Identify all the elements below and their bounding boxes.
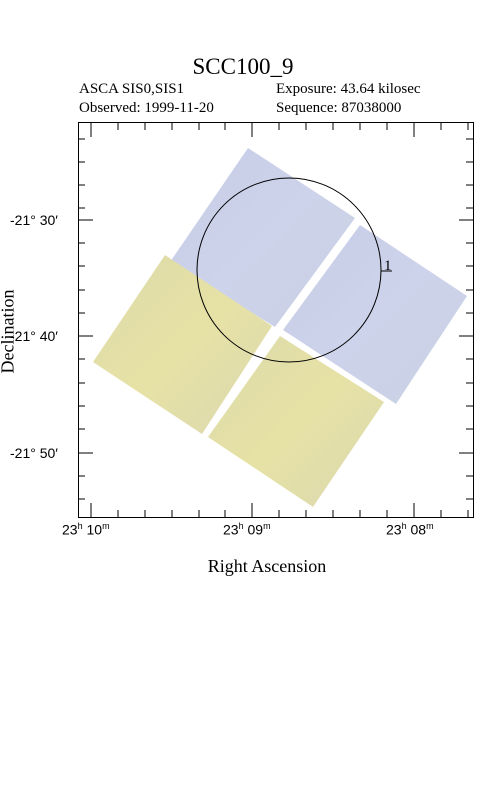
chip-upper-left (170, 148, 355, 327)
dec-tick-label: -21° 30′ (10, 212, 58, 228)
dec-ticks-right (459, 138, 473, 500)
ra-hours: 23 (62, 521, 78, 538)
ra-ticks-top (90, 123, 469, 137)
ra-hours: 23 (223, 521, 239, 538)
ra-minutes: 10 (86, 521, 103, 538)
y-axis-title: Declination (0, 289, 18, 374)
chip-lower-left (93, 255, 272, 434)
chip-upper-right (283, 225, 467, 404)
chip-lower-right (208, 336, 384, 507)
image-title: SCC100_9 (192, 54, 294, 79)
plot-frame (78, 122, 474, 518)
dec-tick-label: -21° 50′ (10, 445, 58, 461)
sequence-label: Sequence: 87038000 (276, 100, 402, 116)
ra-tick-label: 23h 09m (223, 521, 271, 538)
ra-minutes: 09 (247, 521, 264, 538)
dec-tick-label: -21° 40′ (10, 328, 58, 344)
observed-date-label: Observed: 1999-11-20 (79, 100, 214, 116)
instrument-label: ASCA SIS0,SIS1 (79, 81, 185, 97)
ra-tick-label: 23h 10m (62, 521, 110, 538)
dec-ticks-left (78, 138, 93, 500)
x-axis-title: Right Ascension (207, 556, 327, 576)
ra-ticks-bottom (90, 503, 469, 517)
ra-minutes: 08 (410, 521, 427, 538)
exposure-label: Exposure: 43.64 kilosec (276, 81, 421, 97)
ra-tick-label: 23h 08m (386, 521, 434, 538)
ra-hours: 23 (386, 521, 402, 538)
source-extraction-circle (196, 177, 382, 363)
source-label-1: 1 (384, 258, 392, 274)
